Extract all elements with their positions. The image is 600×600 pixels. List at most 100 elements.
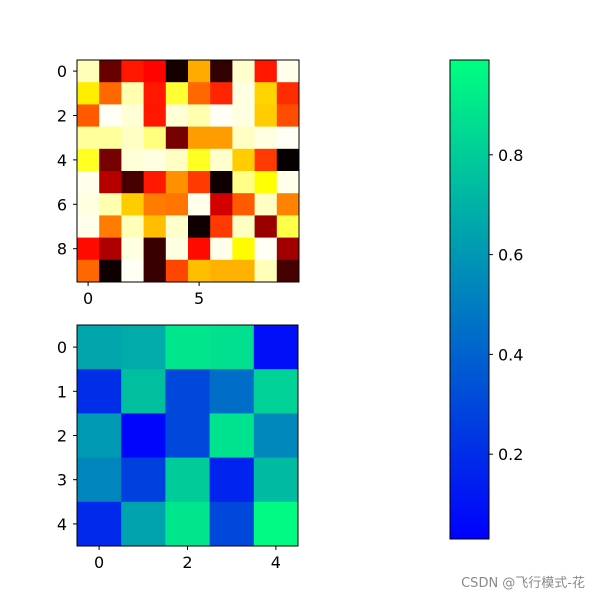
hot-cell-r4-c9 — [276, 148, 300, 172]
hot-cell-r8-c9 — [276, 237, 300, 261]
hot-cell-r6-c4 — [165, 193, 189, 216]
winter-ytick-label: 4 — [57, 515, 67, 534]
hot-cell-r9-c6 — [210, 259, 233, 283]
winter-cell-r4-c3 — [209, 501, 255, 547]
hot-cell-r4-c4 — [165, 148, 189, 172]
winter-cell-r3-c0 — [77, 457, 122, 503]
hot-cell-r4-c8 — [254, 148, 278, 172]
hot-cell-r6-c9 — [276, 193, 300, 216]
winter-cell-r0-c3 — [209, 325, 255, 370]
hot-cell-r7-c2 — [121, 215, 144, 238]
hot-cell-r8-c1 — [99, 237, 122, 261]
colorbar-tick-label: 0.4 — [498, 345, 523, 364]
hot-cell-r4-c5 — [188, 148, 211, 172]
hot-cell-r5-c2 — [121, 171, 144, 194]
hot-cell-r9-c0 — [77, 259, 100, 283]
hot-cell-r0-c3 — [143, 60, 167, 83]
hot-cell-r0-c9 — [276, 60, 300, 83]
colorbar-tick: 0.2 — [489, 445, 523, 464]
hot-cell-r5-c6 — [210, 171, 233, 194]
hot-cell-r9-c7 — [232, 259, 255, 283]
hot-ytick: 0 — [57, 62, 77, 81]
hot-cell-r2-c0 — [77, 104, 100, 127]
hot-cell-r8-c6 — [210, 237, 233, 261]
winter-cell-r0-c4 — [253, 325, 299, 370]
hot-xtick: 0 — [83, 282, 93, 308]
hot-cell-r1-c8 — [254, 82, 278, 105]
hot-cell-r6-c7 — [232, 193, 255, 216]
winter-cell-r1-c2 — [165, 369, 210, 414]
winter-cell-r3-c4 — [253, 457, 299, 503]
hot-cell-r3-c0 — [77, 126, 100, 150]
hot-ytick-label: 4 — [57, 151, 67, 170]
winter-cell-r2-c4 — [253, 413, 299, 458]
hot-cell-r6-c0 — [77, 193, 100, 216]
winter-cell-r2-c3 — [209, 413, 255, 458]
colorbar-tick-label: 0.6 — [498, 246, 523, 265]
hot-cell-r0-c0 — [77, 60, 100, 83]
watermark: CSDN @飞行模式-花 — [461, 575, 585, 591]
winter-cell-r1-c3 — [209, 369, 255, 414]
winter-ytick: 0 — [57, 338, 77, 357]
hot-cell-r7-c6 — [210, 215, 233, 238]
hot-cell-r4-c3 — [143, 148, 167, 172]
hot-cell-r0-c4 — [165, 60, 189, 83]
winter-ytick: 2 — [57, 427, 77, 446]
winter-ytick-label: 2 — [57, 427, 67, 446]
hot-cell-r5-c1 — [99, 171, 122, 194]
hot-cell-r0-c8 — [254, 60, 278, 83]
hot-cell-r7-c8 — [254, 215, 278, 238]
hot-xtick: 5 — [194, 282, 204, 308]
hot-cell-r1-c6 — [210, 82, 233, 105]
hot-cell-r3-c1 — [99, 126, 122, 150]
hot-cell-r4-c2 — [121, 148, 144, 172]
heatmap-winter: 0 2 4 0 1 2 3 4 — [57, 324, 299, 572]
hot-cell-r9-c4 — [165, 259, 189, 283]
winter-cell-r2-c0 — [77, 413, 122, 458]
hot-cell-r0-c5 — [188, 60, 211, 83]
winter-ytick: 3 — [57, 471, 77, 490]
hot-cell-r3-c3 — [143, 126, 167, 150]
hot-cell-r5-c7 — [232, 171, 255, 194]
hot-cell-r3-c6 — [210, 126, 233, 150]
hot-ytick-label: 6 — [57, 195, 67, 214]
winter-cell-r1-c4 — [253, 369, 299, 414]
hot-cell-r2-c1 — [99, 104, 122, 127]
colorbar-gradient — [450, 60, 489, 539]
winter-ytick: 4 — [57, 515, 77, 534]
hot-cell-r0-c6 — [210, 60, 233, 83]
hot-cell-r1-c2 — [121, 82, 144, 105]
hot-cell-r6-c8 — [254, 193, 278, 216]
hot-cell-r5-c4 — [165, 171, 189, 194]
hot-cell-r1-c3 — [143, 82, 167, 105]
hot-cell-r5-c8 — [254, 171, 278, 194]
hot-cell-r3-c4 — [165, 126, 189, 150]
hot-cell-r5-c9 — [276, 171, 300, 194]
winter-cell-r4-c1 — [121, 501, 166, 547]
hot-cell-r8-c2 — [121, 237, 144, 261]
hot-cell-r2-c3 — [143, 104, 167, 127]
hot-cell-r1-c0 — [77, 82, 100, 105]
hot-cell-r8-c3 — [143, 237, 167, 261]
winter-cell-r1-c0 — [77, 369, 122, 414]
hot-cell-r9-c2 — [121, 259, 144, 283]
hot-cell-r7-c9 — [276, 215, 300, 238]
hot-cell-r6-c2 — [121, 193, 144, 216]
hot-ytick: 2 — [57, 107, 77, 126]
hot-cell-r3-c9 — [276, 126, 300, 150]
winter-cell-r3-c1 — [121, 457, 166, 503]
hot-axes-frame — [76, 59, 300, 283]
hot-ytick: 8 — [57, 240, 77, 259]
hot-cell-r7-c0 — [77, 215, 100, 238]
winter-cell-r4-c2 — [165, 501, 210, 547]
winter-cell-r0-c1 — [121, 325, 166, 370]
hot-cell-r2-c4 — [165, 104, 189, 127]
hot-ytick: 6 — [57, 195, 77, 214]
hot-ytick-label: 8 — [57, 240, 67, 259]
hot-ytick-label: 2 — [57, 107, 67, 126]
winter-xtick: 4 — [271, 546, 281, 572]
hot-cell-r1-c1 — [99, 82, 122, 105]
hot-cell-r9-c8 — [254, 259, 278, 283]
colorbar-frame — [449, 59, 490, 540]
